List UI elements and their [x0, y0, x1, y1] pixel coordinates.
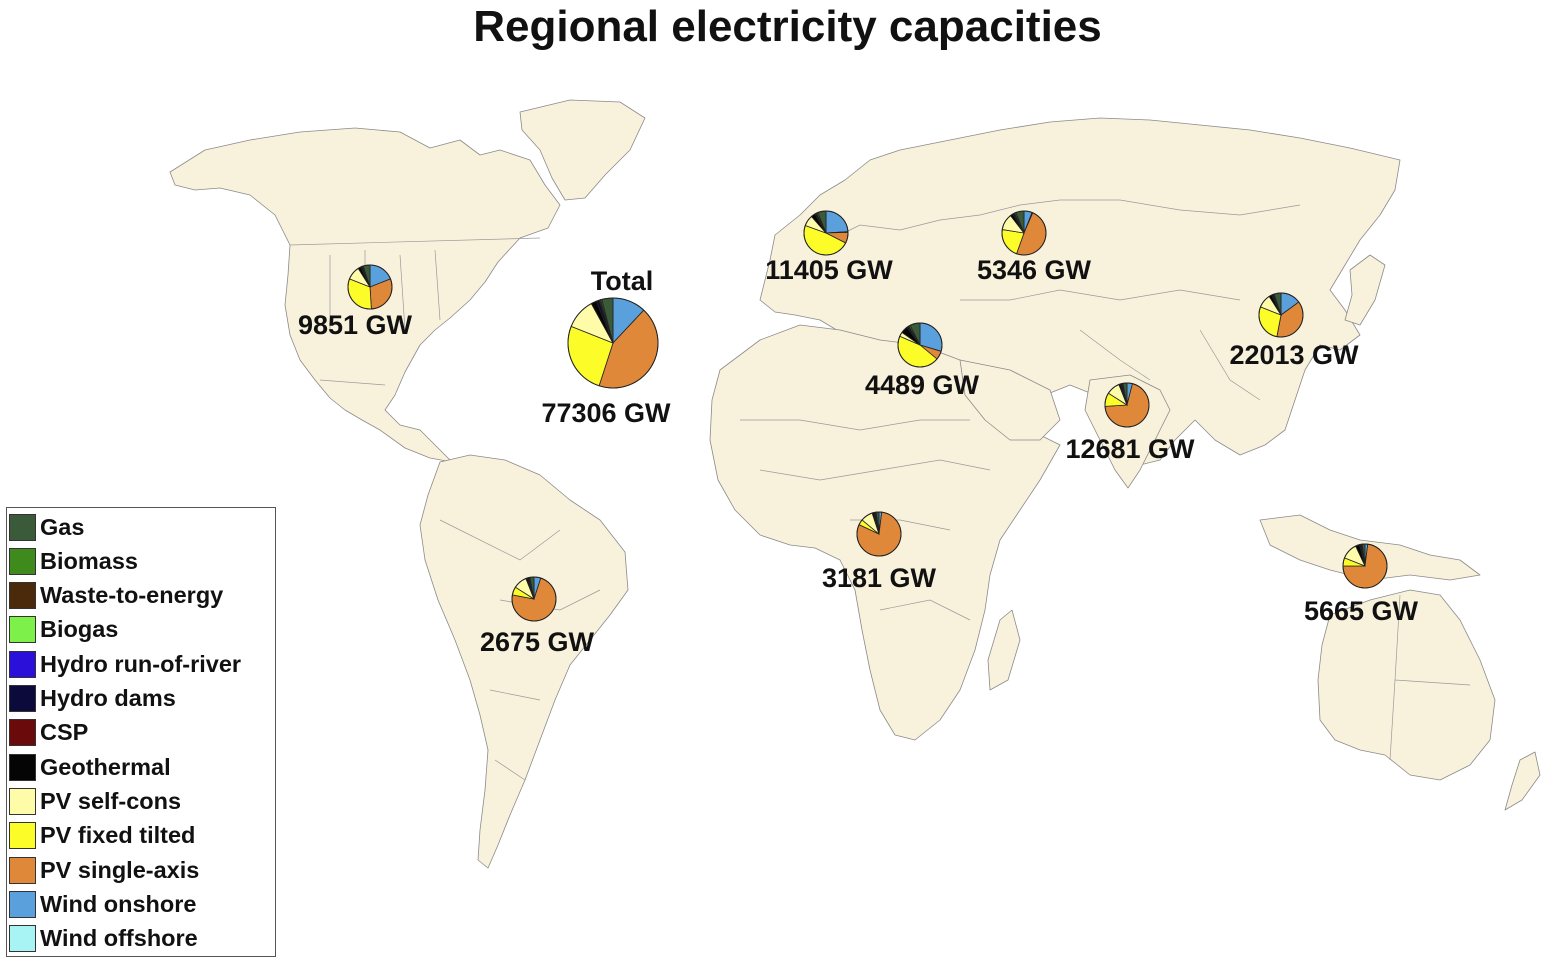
legend-label: PV self-cons	[40, 787, 182, 814]
pie-outline	[1258, 292, 1304, 338]
legend-item: Biogas	[9, 615, 118, 645]
legend-swatch	[9, 719, 36, 747]
legend-item: Biomass	[9, 546, 138, 576]
legend-swatch	[9, 822, 36, 850]
legend-label: Hydro run-of-river	[40, 650, 242, 677]
arabia-landmass	[959, 359, 1061, 441]
legend-item: Hydro run-of-river	[9, 649, 241, 679]
new-zealand-landmass	[1504, 751, 1541, 811]
legend-label: Geothermal	[40, 753, 171, 780]
region-capacity-label: 4489 GW	[865, 370, 980, 400]
pie-north-america: 9851 GW	[298, 264, 413, 340]
pie-outline	[1342, 543, 1388, 589]
legend-label: Biogas	[40, 616, 119, 643]
legend-swatch	[9, 650, 36, 678]
pie-outline	[347, 264, 393, 310]
pie-europe: 11405 GW	[765, 210, 893, 285]
pie-southeast-asia-oceania: 5665 GW	[1304, 543, 1419, 626]
pie-mena: 4489 GW	[865, 322, 980, 400]
pie-outline	[567, 297, 659, 389]
legend-swatch	[9, 787, 36, 815]
region-capacity-label: 11405 GW	[765, 255, 893, 285]
australia-landmass	[1317, 589, 1496, 781]
region-capacity-label: 12681 GW	[1065, 434, 1195, 464]
legend-swatch	[9, 753, 36, 781]
legend-item: Hydro dams	[9, 684, 176, 714]
map-title: Regional electricity capacities	[473, 2, 1102, 51]
pie-total: 77306 GW Total	[541, 266, 671, 428]
pie-south-america: 2675 GW	[480, 576, 595, 657]
pie-outline	[856, 511, 902, 557]
legend-label: Hydro dams	[40, 685, 176, 711]
legend-label: Wind onshore	[40, 890, 197, 917]
pie-sub-saharan-africa: 3181 GW	[822, 511, 937, 593]
legend-item: CSP	[9, 718, 88, 748]
legend-item: Waste-to-energy	[9, 581, 223, 611]
legend-item: Wind onshore	[9, 889, 196, 919]
legend-label: Waste-to-energy	[40, 582, 224, 609]
legend-label: PV single-axis	[40, 856, 200, 883]
pie-east-asia: 22013 GW	[1229, 292, 1359, 370]
pie-south-asia: 12681 GW	[1065, 382, 1195, 464]
south-america-landmass	[419, 454, 629, 869]
region-capacity-label: 2675 GW	[480, 627, 595, 657]
madagascar-landmass	[987, 609, 1021, 691]
legend-swatch	[9, 925, 36, 953]
region-capacity-label: 5665 GW	[1304, 596, 1419, 626]
pie-outline	[803, 210, 849, 256]
legend-swatch	[9, 856, 36, 884]
legend-item: Geothermal	[9, 752, 171, 782]
region-capacity-label: 9851 GW	[298, 310, 413, 340]
legend-swatch	[9, 685, 36, 712]
japan-landmass	[1344, 254, 1386, 326]
region-capacity-label: 3181 GW	[822, 563, 937, 593]
pie-outline	[1001, 210, 1047, 256]
legend-item: PV fixed tilted	[9, 821, 195, 851]
legend: Gas Biomass Waste-to-energy Biogas Hydro run…	[6, 507, 276, 957]
legend-item: PV single-axis	[9, 855, 199, 885]
legend-swatch	[9, 582, 36, 610]
greenland-landmass	[519, 99, 646, 201]
legend-item: Wind offshore	[9, 924, 198, 954]
legend-item: PV self-cons	[9, 786, 181, 816]
legend-swatch	[9, 513, 36, 541]
pie-outline	[897, 322, 943, 368]
pie-outline	[1104, 382, 1150, 428]
total-label: Total	[591, 266, 654, 296]
pie-eastern-europe: 5346 GW	[977, 210, 1092, 285]
legend-label: Biomass	[40, 547, 138, 574]
pie-outline	[511, 576, 557, 622]
region-capacity-label: 22013 GW	[1229, 340, 1359, 370]
region-capacity-label: 5346 GW	[977, 255, 1092, 285]
legend-label: Gas	[40, 513, 85, 540]
legend-label: PV fixed tilted	[40, 822, 196, 849]
region-capacity-label: 77306 GW	[541, 398, 671, 428]
legend-item: Gas	[9, 512, 84, 542]
legend-swatch	[9, 616, 36, 644]
legend-swatch	[9, 547, 36, 575]
legend-label: Wind offshore	[40, 925, 198, 952]
legend-label: CSP	[40, 719, 89, 746]
legend-swatch	[9, 890, 36, 918]
